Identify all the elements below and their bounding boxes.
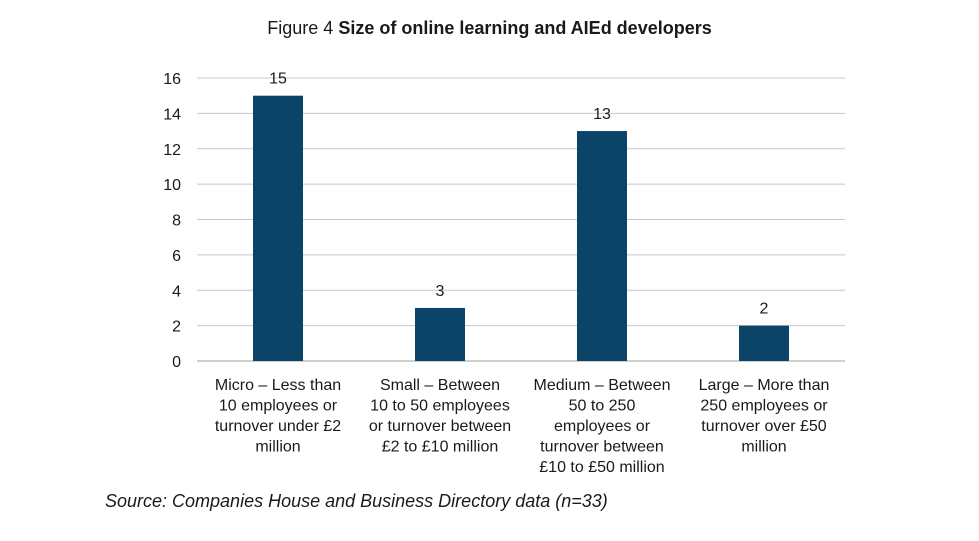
bar-chart: 0 2 4 6 8 10 12 14 16 15 3 13 2 Micro – Less than 10…: [163, 71, 845, 476]
source-note: Source: Companies House and Business Dir…: [105, 491, 608, 511]
data-label: 13: [593, 106, 611, 123]
bars: [253, 95, 789, 361]
y-tick-label: 4: [172, 283, 181, 300]
y-tick-label: 10: [163, 177, 181, 194]
data-label: 3: [436, 283, 445, 300]
x-tick-label: Small – Between 10 to 50 employees or turn…: [369, 377, 511, 456]
data-label: 15: [269, 71, 287, 88]
figure-title: Figure 4 Size of online learning and AIE…: [0, 18, 979, 39]
y-tick-label: 16: [163, 71, 181, 88]
y-axis: 0 2 4 6 8 10 12 14 16: [163, 71, 181, 371]
x-tick-label: Micro – Less than 10 employees or turnover…: [215, 377, 341, 456]
gridlines: [197, 77, 845, 362]
x-axis: Micro – Less than 10 employees or turnover…: [215, 377, 830, 476]
bar: [739, 325, 789, 361]
x-tick-label: Medium – Between 50 to 250 employees or tur…: [534, 377, 671, 476]
figure-number: Figure 4: [267, 18, 334, 38]
bar: [577, 131, 627, 361]
chart-title: Size of online learning and AIEd develop…: [338, 18, 712, 38]
y-tick-label: 0: [172, 354, 181, 371]
y-tick-label: 12: [163, 142, 181, 159]
y-tick-label: 6: [172, 248, 181, 265]
bar: [415, 307, 465, 361]
bar: [253, 95, 303, 361]
x-tick-label: Large – More than 250 employees or turnove…: [699, 377, 830, 456]
y-tick-label: 14: [163, 106, 181, 123]
y-tick-label: 2: [172, 319, 181, 336]
y-tick-label: 8: [172, 213, 181, 230]
data-labels: 15 3 13 2: [269, 71, 768, 318]
data-label: 2: [760, 301, 769, 318]
